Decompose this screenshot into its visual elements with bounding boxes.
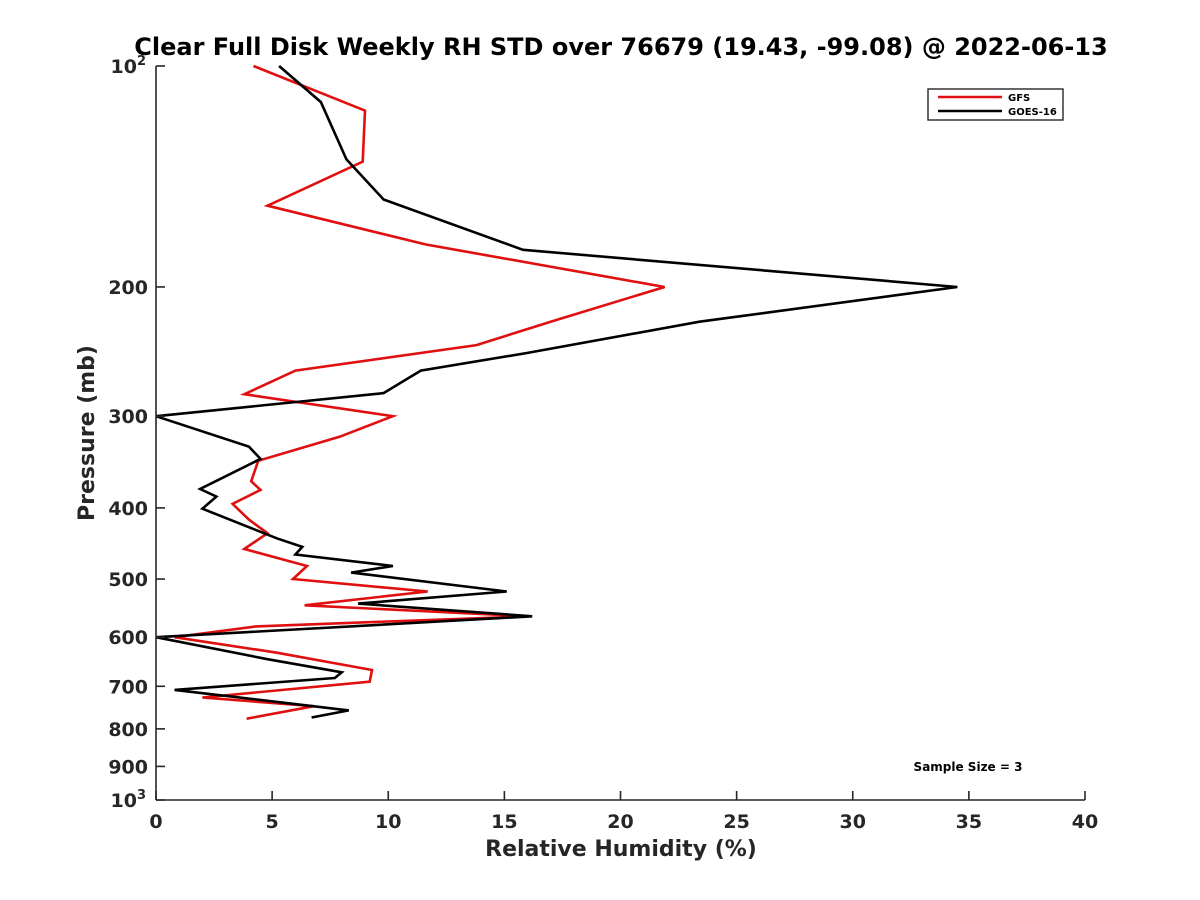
y-tick-label: 103	[111, 788, 147, 812]
x-axis-label: Relative Humidity (%)	[485, 837, 757, 862]
y-tick-label: 900	[108, 756, 148, 778]
x-tick-label: 15	[491, 811, 517, 833]
x-tick-label: 40	[1072, 811, 1098, 833]
legend-box	[927, 88, 1064, 121]
x-tick-label: 35	[956, 811, 982, 833]
y-tick-label: 800	[108, 719, 148, 741]
x-tick-label: 10	[375, 811, 401, 833]
series-line-1	[155, 65, 958, 719]
sample-size-annotation: Sample Size = 3	[914, 760, 1023, 774]
x-tick-label: 5	[266, 811, 279, 833]
y-tick-label: 102	[111, 54, 147, 78]
legend-label: GFS	[1008, 93, 1030, 104]
y-tick-label: 300	[108, 406, 148, 428]
y-tick-label: 700	[108, 676, 148, 698]
y-tick-label: 500	[108, 569, 148, 591]
ticks: 0 5 10 15 20 25 30 35 40 102 200 300 400 500 600 700 800…	[108, 54, 1098, 833]
y-axis-label: Pressure (mb)	[75, 345, 100, 521]
y-tick-label: 400	[108, 498, 148, 520]
y-tick-label: 600	[108, 627, 148, 649]
chart-title: Clear Full Disk Weekly RH STD over 76679…	[134, 33, 1107, 61]
x-tick-label: 30	[840, 811, 866, 833]
x-tick-label: 0	[149, 811, 162, 833]
x-tick-label: 20	[607, 811, 633, 833]
plot-area	[155, 64, 958, 720]
legend: GFS GOES-16	[927, 88, 1064, 121]
y-tick-label: 200	[108, 277, 148, 299]
legend-label: GOES-16	[1008, 107, 1057, 118]
x-tick-label: 25	[723, 811, 749, 833]
series-line-0	[174, 64, 665, 720]
